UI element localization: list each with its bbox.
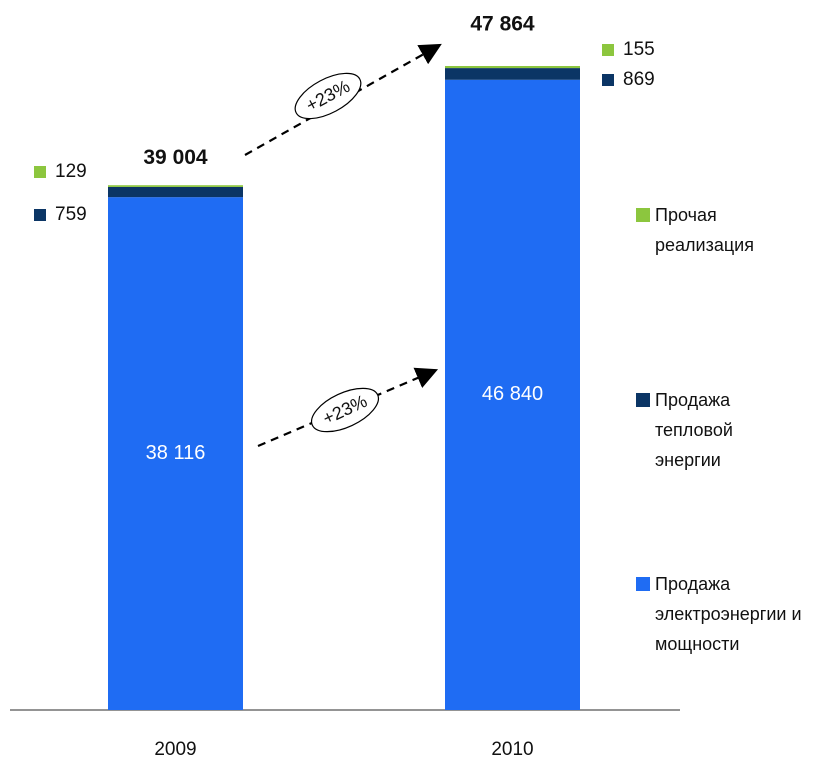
segment-label: 38 116 — [146, 442, 206, 464]
bar-segment — [108, 185, 243, 187]
bar-segment — [445, 66, 580, 69]
label-swatch — [602, 74, 614, 86]
growth-badge: +23% — [294, 72, 362, 120]
bar-segment — [108, 186, 243, 198]
label-swatch — [602, 44, 614, 56]
segment-label: 129 — [55, 161, 87, 182]
growth-arrow — [257, 367, 439, 448]
x-tick-label: 2009 — [154, 739, 196, 760]
segment-label: 869 — [623, 69, 655, 90]
label-swatch — [34, 209, 46, 221]
segment-label: 46 840 — [482, 383, 543, 405]
legend-swatch — [636, 208, 650, 222]
legend-swatch — [636, 393, 650, 407]
legend-item: Продажа электроэнергии и мощности — [636, 569, 831, 659]
legend-swatch — [636, 577, 650, 591]
bar-segment — [445, 68, 580, 80]
legend-label: Прочая реализация — [655, 205, 754, 255]
legend-label: Продажа электроэнергии и мощности — [655, 574, 802, 654]
bar-segment — [445, 79, 580, 710]
badge-ellipse — [294, 72, 362, 120]
legend-item: Продажа тепловой энергии — [636, 385, 831, 475]
total-label: 39 004 — [143, 146, 208, 169]
growth-badge: +23% — [310, 387, 380, 433]
bar-segment — [108, 197, 243, 710]
segment-label: 155 — [623, 39, 655, 60]
growth-arrow — [244, 43, 442, 156]
legend-item: Прочая реализация — [636, 200, 831, 260]
badge-ellipse — [310, 387, 380, 433]
label-swatch — [34, 166, 46, 178]
segment-label: 759 — [55, 204, 87, 225]
legend-label: Продажа тепловой энергии — [655, 390, 733, 470]
x-tick-label: 2010 — [491, 739, 533, 760]
total-label: 47 864 — [470, 13, 535, 36]
